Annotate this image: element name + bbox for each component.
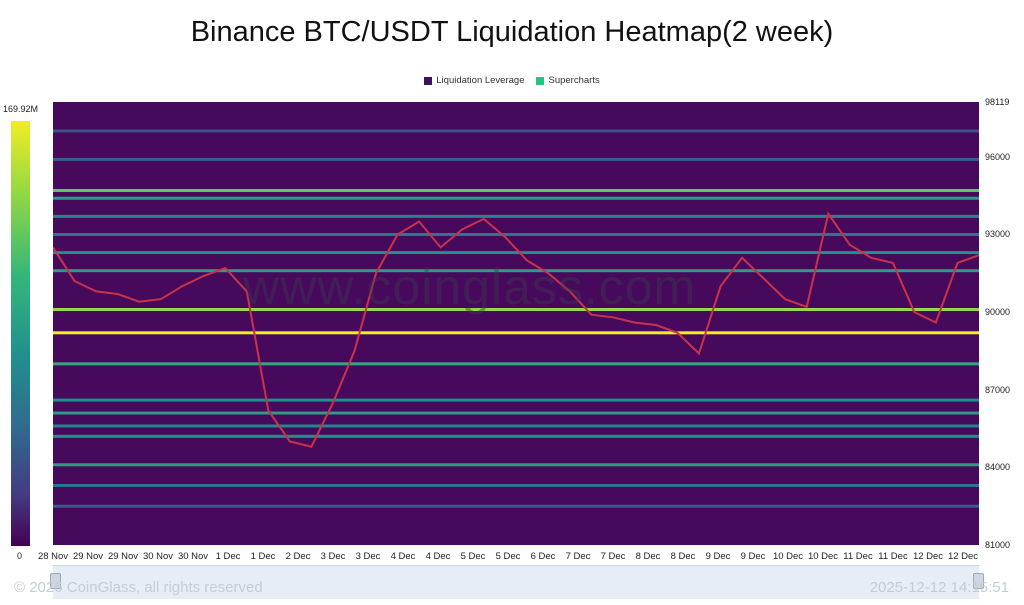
legend-item-supercharts[interactable]: Supercharts	[536, 75, 600, 86]
liquidation-level-band	[53, 504, 979, 508]
liquidation-level-band	[53, 308, 979, 312]
y-tick-label: 84000	[985, 462, 1011, 473]
y-tick-label: 96000	[985, 151, 1011, 162]
y-tick-label: 98119	[985, 97, 1010, 107]
x-tick-label: 6 Dec	[530, 551, 556, 562]
liquidation-level-band	[53, 188, 979, 192]
x-tick-label: 3 Dec	[320, 551, 346, 562]
liquidation-level-band	[53, 483, 979, 487]
navigator-right-handle[interactable]	[973, 573, 984, 589]
liquidation-level-band	[53, 232, 979, 236]
liquidation-levels	[53, 129, 979, 508]
liquidation-level-band	[53, 331, 979, 335]
liquidation-level-band	[53, 129, 979, 133]
liquidation-level-band	[53, 251, 979, 255]
x-tick-label: 2 Dec	[285, 551, 311, 562]
liquidation-level-band	[53, 362, 979, 366]
price-line	[53, 211, 979, 448]
x-tick-label: 7 Dec	[600, 551, 626, 562]
colorbar	[11, 121, 30, 546]
x-tick-label: 30 Nov	[142, 551, 174, 562]
liquidation-level-band	[53, 269, 979, 273]
legend-swatch	[536, 76, 545, 85]
x-tick-label: 10 Dec	[807, 551, 839, 562]
liquidation-level-band	[53, 424, 979, 428]
legend: Liquidation Leverage Supercharts	[0, 75, 1024, 86]
y-tick-label: 90000	[985, 307, 1011, 318]
x-tick-label: 11 Dec	[878, 551, 908, 562]
x-tick-label: 4 Dec	[425, 551, 451, 562]
legend-label: Liquidation Leverage	[436, 75, 525, 86]
y-tick-label: 93000	[985, 229, 1011, 240]
plot-background	[53, 102, 979, 545]
x-tick-label: 4 Dec	[390, 551, 416, 562]
x-tick-label: 8 Dec	[670, 551, 696, 562]
legend-label: Supercharts	[548, 75, 600, 86]
x-tick-label: 8 Dec	[635, 551, 661, 562]
x-tick-label: 1 Dec	[250, 551, 276, 562]
copyright-text: © 2026 CoinGlass, all rights reserved	[14, 579, 263, 596]
liquidation-level-band	[53, 463, 979, 467]
liquidation-level-band	[53, 196, 979, 200]
x-tick-label: 12 Dec	[947, 551, 979, 562]
colorbar-min-label: 0	[17, 551, 23, 561]
x-tick-label: 11 Dec	[843, 551, 873, 562]
liquidation-level-band	[53, 214, 979, 218]
heatmap-plot[interactable]	[53, 102, 979, 545]
navigator-left-handle[interactable]	[50, 573, 61, 589]
y-tick-label: 81000	[985, 540, 1011, 550]
price-series-line	[53, 211, 979, 448]
colorbar-max-label: 169.92M	[3, 104, 39, 114]
y-tick-label: 87000	[985, 384, 1011, 395]
x-tick-label: 7 Dec	[565, 551, 591, 562]
x-tick-label: 10 Dec	[772, 551, 804, 562]
x-tick-label: 9 Dec	[740, 551, 766, 562]
x-tick-label: 9 Dec	[705, 551, 731, 562]
timestamp-text: 2025-12-12 14:15:51	[869, 579, 1009, 596]
watermark: www.coinglass.com	[243, 259, 697, 315]
legend-swatch	[424, 76, 433, 85]
liquidation-level-band	[53, 398, 979, 402]
x-tick-label: 30 Nov	[177, 551, 209, 562]
range-navigator[interactable]	[53, 565, 979, 599]
x-tick-label: 5 Dec	[460, 551, 486, 562]
chart-title: Binance BTC/USDT Liquidation Heatmap(2 w…	[190, 16, 834, 48]
x-tick-label: 12 Dec	[912, 551, 944, 562]
x-tick-label: 5 Dec	[495, 551, 521, 562]
x-tick-label: 28 Nov	[37, 551, 69, 562]
x-tick-label: 29 Nov	[107, 551, 139, 562]
liquidation-level-band	[53, 434, 979, 438]
x-tick-label: 3 Dec	[355, 551, 381, 562]
legend-item-liquidation-leverage[interactable]: Liquidation Leverage	[424, 75, 524, 86]
x-tick-label: 29 Nov	[72, 551, 104, 562]
x-tick-label: 1 Dec	[215, 551, 241, 562]
liquidation-level-band	[53, 157, 979, 161]
liquidation-level-band	[53, 411, 979, 415]
